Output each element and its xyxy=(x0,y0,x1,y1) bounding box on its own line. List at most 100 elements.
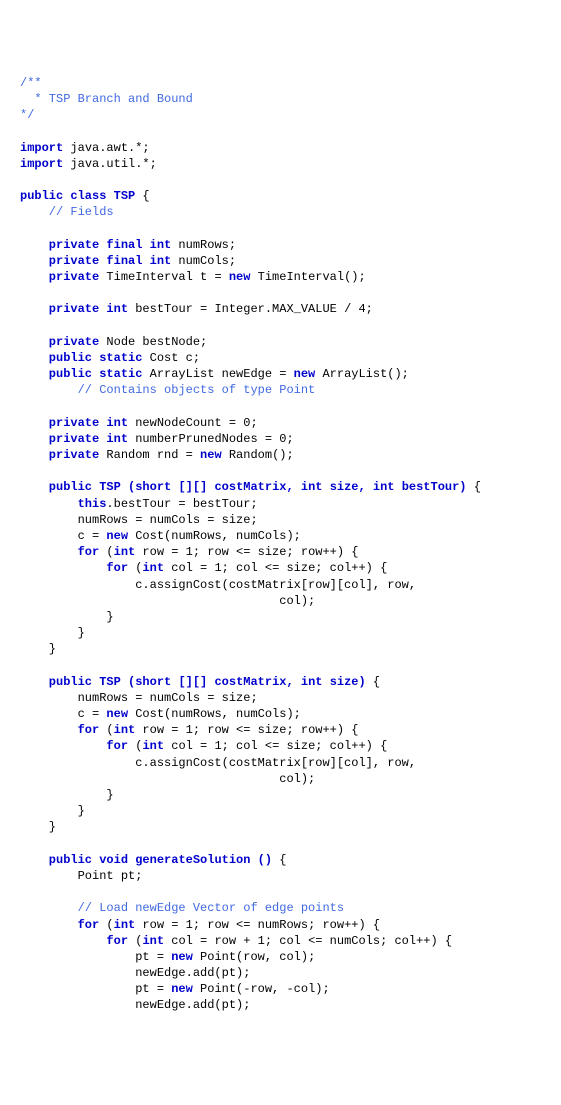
code-text: numberPrunedNodes = 0; xyxy=(128,432,294,446)
class-decl: public class TSP xyxy=(20,189,135,203)
code-text: Point(-row, -col); xyxy=(193,982,330,996)
modifier: public static xyxy=(20,367,142,381)
modifier: private final int xyxy=(20,238,171,252)
code-text: } xyxy=(20,626,85,640)
paren-open: (short xyxy=(128,675,171,689)
modifier: public xyxy=(20,480,92,494)
comment-line: */ xyxy=(20,108,34,122)
keyword-for: for xyxy=(20,918,99,932)
keyword-this: this xyxy=(20,497,106,511)
modifier: private int xyxy=(20,416,128,430)
modifier: public static xyxy=(20,351,142,365)
code-text: ( xyxy=(99,918,113,932)
code-text: ( xyxy=(128,561,142,575)
code-text: numRows; xyxy=(171,238,236,252)
code-text: c.assignCost(costMatrix[row][col], row, xyxy=(20,756,416,770)
comment-line: // Fields xyxy=(20,205,114,219)
code-text: bestTour = Integer.MAX_VALUE / 4; xyxy=(128,302,373,316)
code-text: c = xyxy=(20,707,106,721)
code-text: ( xyxy=(128,934,142,948)
code-text: newNodeCount = 0; xyxy=(128,416,258,430)
modifier: private final int xyxy=(20,254,171,268)
code-text: java.awt.*; xyxy=(63,141,149,155)
method-name: generateSolution xyxy=(128,853,258,867)
comment-line: // Contains objects of type Point xyxy=(20,383,315,397)
code-text: .bestTour = bestTour; xyxy=(106,497,257,511)
keyword-for: for xyxy=(20,561,128,575)
keyword-new: new xyxy=(171,950,193,964)
keyword-new: new xyxy=(200,448,222,462)
keyword-for: for xyxy=(20,723,99,737)
code-text: numRows = numCols = size; xyxy=(20,691,258,705)
code-text: Random(); xyxy=(222,448,294,462)
keyword-int: int xyxy=(142,561,164,575)
modifier: private xyxy=(20,335,99,349)
code-text: Point(row, col); xyxy=(193,950,315,964)
code-text: ( xyxy=(99,545,113,559)
ctor-name: TSP xyxy=(92,480,128,494)
code-text: java.util.*; xyxy=(63,157,157,171)
modifier: private int xyxy=(20,432,128,446)
params: [][] xyxy=(171,675,214,689)
modifier: private xyxy=(20,448,99,462)
comment-line: * TSP Branch and Bound xyxy=(20,92,193,106)
code-text: col = 1; col <= size; col++) { xyxy=(164,739,387,753)
modifier: private xyxy=(20,270,99,284)
code-text: numRows = numCols = size; xyxy=(20,513,258,527)
modifier: public xyxy=(20,675,92,689)
params: costMatrix, int size, int bestTour) xyxy=(214,480,466,494)
code-text: Cost(numRows, numCols); xyxy=(128,529,301,543)
comment-line: /** xyxy=(20,76,42,90)
code-text: { xyxy=(366,675,380,689)
keyword-new: new xyxy=(106,707,128,721)
code-text: Cost c; xyxy=(142,351,200,365)
code-text: newEdge.add(pt); xyxy=(20,966,250,980)
code-text: } xyxy=(20,820,56,834)
code-text: } xyxy=(20,804,85,818)
code-text: col); xyxy=(20,594,315,608)
keyword-int: int xyxy=(142,934,164,948)
code-text: { xyxy=(467,480,481,494)
ctor-name: TSP xyxy=(92,675,128,689)
code-text: row = 1; row <= numRows; row++) { xyxy=(135,918,380,932)
code-text: numCols; xyxy=(171,254,236,268)
code-text: row = 1; row <= size; row++) { xyxy=(135,545,358,559)
params: [][] xyxy=(171,480,214,494)
paren: () xyxy=(258,853,272,867)
code-text: } xyxy=(20,610,114,624)
code-text: { xyxy=(135,189,149,203)
code-text: pt = xyxy=(20,982,171,996)
keyword-new: new xyxy=(294,367,316,381)
code-text: Node bestNode; xyxy=(99,335,207,349)
keyword-new: new xyxy=(106,529,128,543)
code-text: Point pt; xyxy=(20,869,142,883)
paren-open: (short xyxy=(128,480,171,494)
code-text: Cost(numRows, numCols); xyxy=(128,707,301,721)
code-text: pt = xyxy=(20,950,171,964)
keyword-for: for xyxy=(20,739,128,753)
keyword-import: import xyxy=(20,141,63,155)
keyword-new: new xyxy=(229,270,251,284)
code-text: Random rnd = xyxy=(99,448,200,462)
keyword-int: int xyxy=(114,545,136,559)
params: costMatrix, int size) xyxy=(214,675,365,689)
modifier: public void xyxy=(20,853,128,867)
code-block: /** * TSP Branch and Bound */ import jav… xyxy=(20,75,541,1014)
code-text: ArrayList newEdge = xyxy=(142,367,293,381)
code-text: col = row + 1; col <= numCols; col++) { xyxy=(164,934,452,948)
comment-line: // Load newEdge Vector of edge points xyxy=(20,901,344,915)
code-text: newEdge.add(pt); xyxy=(20,998,250,1012)
code-text: row = 1; row <= size; row++) { xyxy=(135,723,358,737)
keyword-for: for xyxy=(20,934,128,948)
keyword-int: int xyxy=(114,723,136,737)
keyword-int: int xyxy=(114,918,136,932)
code-text: ( xyxy=(99,723,113,737)
code-text: c = xyxy=(20,529,106,543)
code-text: { xyxy=(272,853,286,867)
code-text: col = 1; col <= size; col++) { xyxy=(164,561,387,575)
code-text: c.assignCost(costMatrix[row][col], row, xyxy=(20,578,416,592)
keyword-new: new xyxy=(171,982,193,996)
code-text: ( xyxy=(128,739,142,753)
keyword-for: for xyxy=(20,545,99,559)
modifier: private int xyxy=(20,302,128,316)
